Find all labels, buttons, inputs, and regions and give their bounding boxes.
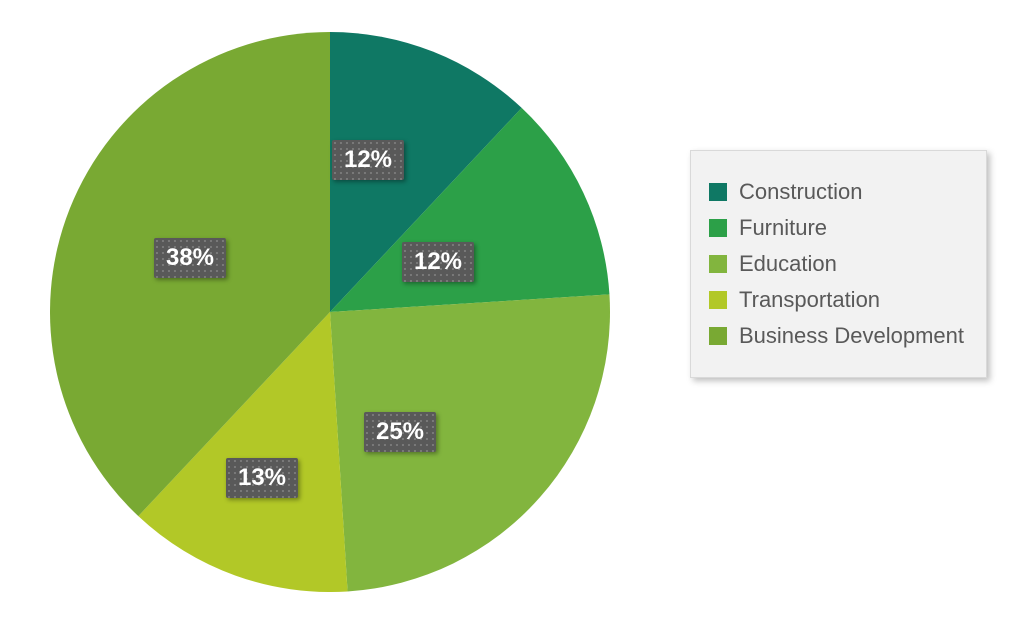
legend-label: Education [739, 251, 837, 277]
legend: Construction Furniture Education Transporta… [690, 150, 987, 378]
chart-container: 12% 12% 25% 13% 38% Construction Furniture Edu… [0, 0, 1024, 623]
data-label-business-development: 38% [154, 238, 226, 278]
legend-swatch [709, 219, 727, 237]
data-label-text: 25% [376, 418, 424, 445]
legend-swatch [709, 255, 727, 273]
pie-chart [50, 32, 610, 592]
legend-label: Business Development [739, 323, 964, 349]
data-label-text: 12% [414, 248, 462, 275]
data-label-text: 38% [166, 244, 214, 271]
data-label-text: 13% [238, 464, 286, 491]
legend-item-business-development: Business Development [709, 323, 964, 349]
legend-swatch [709, 327, 727, 345]
legend-swatch [709, 291, 727, 309]
data-label-text: 12% [344, 146, 392, 173]
data-label-transportation: 13% [226, 458, 298, 498]
data-label-education: 25% [364, 412, 436, 452]
data-label-furniture: 12% [402, 242, 474, 282]
legend-label: Transportation [739, 287, 880, 313]
legend-item-transportation: Transportation [709, 287, 964, 313]
legend-label: Furniture [739, 215, 827, 241]
legend-swatch [709, 183, 727, 201]
data-label-construction: 12% [332, 140, 404, 180]
legend-item-education: Education [709, 251, 964, 277]
legend-item-construction: Construction [709, 179, 964, 205]
legend-label: Construction [739, 179, 863, 205]
legend-item-furniture: Furniture [709, 215, 964, 241]
